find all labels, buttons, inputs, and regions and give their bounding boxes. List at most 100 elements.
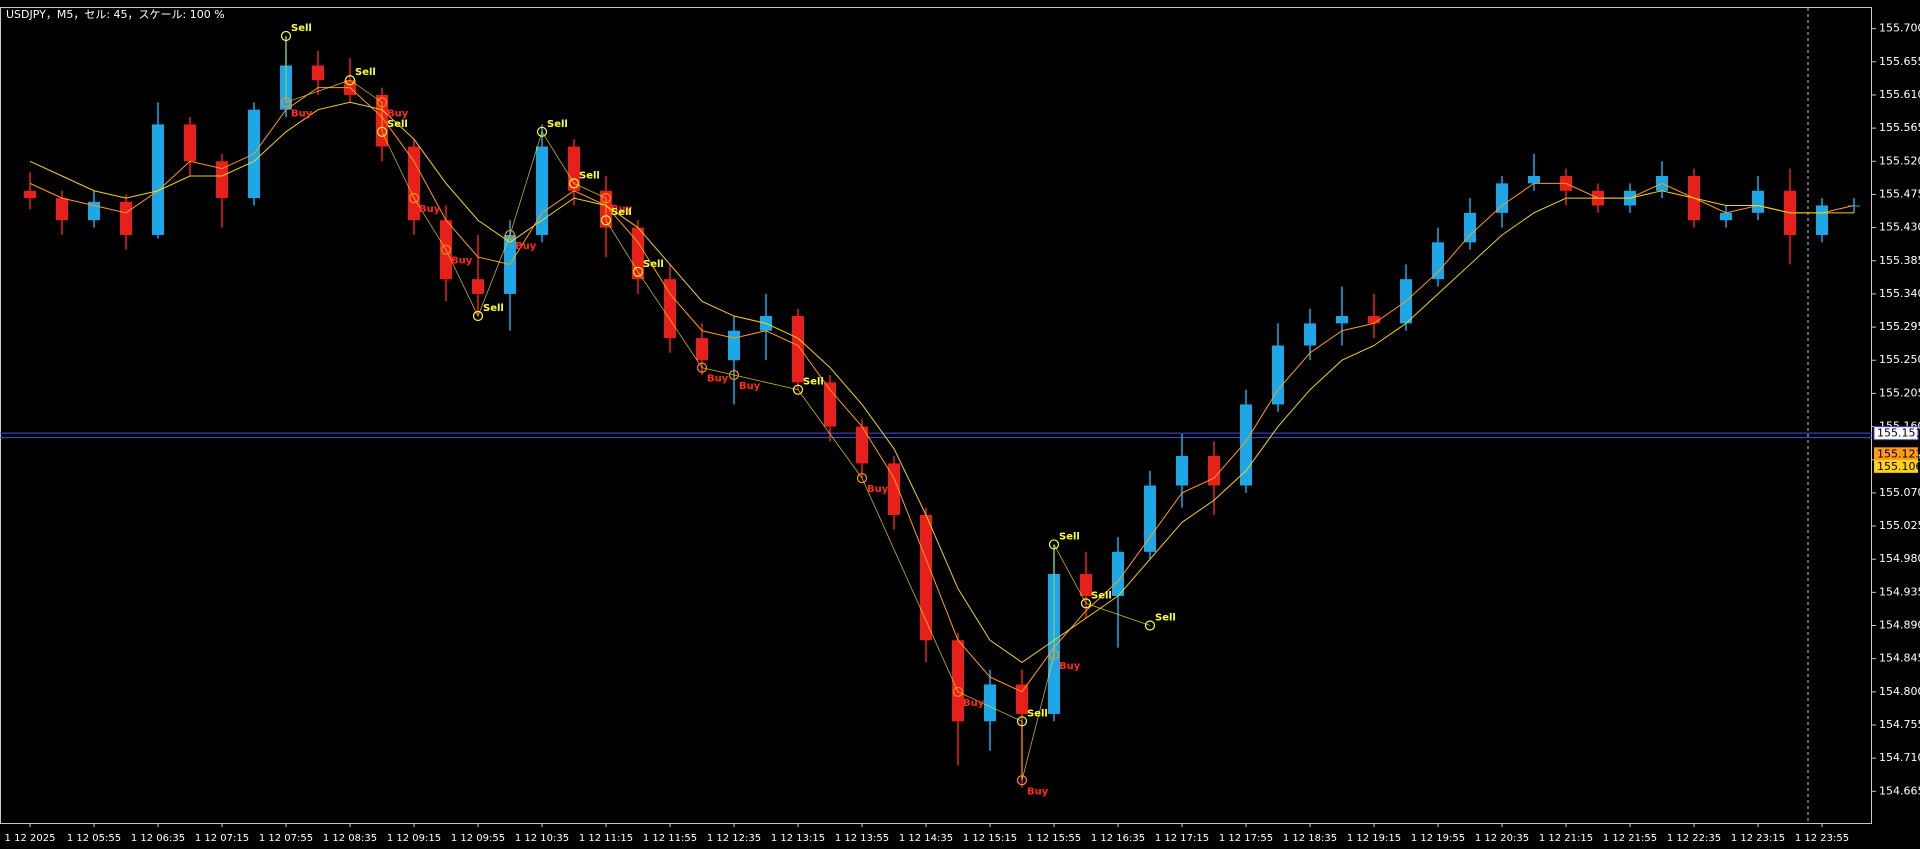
x-tick-label: 1 12 13:15: [771, 833, 825, 844]
signal-label: Buy: [707, 374, 729, 385]
y-tick-label: 155.655: [1879, 55, 1920, 68]
candle-body: [920, 514, 932, 641]
signal-marker: [1016, 716, 1028, 727]
y-tick-label: 155.340: [1879, 287, 1920, 300]
signal-label: Buy: [611, 204, 633, 215]
x-tick-label: 1 12 22:35: [1667, 833, 1721, 844]
candle-body: [1432, 242, 1444, 280]
candle-body: [56, 198, 68, 221]
signal-marker: [600, 215, 612, 226]
signal-marker: [472, 310, 484, 322]
y-tick-label: 155.565: [1879, 121, 1920, 134]
x-tick-label: 1 12 06:35: [131, 833, 185, 844]
x-tick-label: 1 12 21:15: [1539, 833, 1593, 844]
x-tick-label: 1 12 10:35: [515, 833, 569, 844]
candle-body: [1304, 323, 1316, 346]
candle-body: [184, 124, 196, 162]
x-tick-label: 1 12 2025: [5, 833, 56, 844]
candle-body: [696, 338, 708, 361]
candle-body: [312, 65, 324, 81]
signal-label: Sell: [355, 67, 376, 78]
signal-label: Buy: [419, 204, 441, 215]
x-tick-label: 1 12 15:15: [963, 833, 1017, 844]
signal-label: Sell: [1027, 708, 1048, 719]
signal-label: Buy: [451, 256, 473, 267]
signal-marker: [728, 369, 740, 381]
signal-marker: [696, 362, 708, 373]
y-tick-label: 155.475: [1879, 187, 1920, 200]
signal-label: Sell: [1155, 613, 1176, 624]
x-tick-label: 1 12 23:15: [1731, 833, 1785, 844]
signal-label: Sell: [1091, 590, 1112, 601]
y-tick-label: 155.700: [1879, 22, 1920, 35]
x-tick-label: 1 12 15:55: [1027, 833, 1081, 844]
signal-label: Buy: [739, 381, 761, 392]
candle-body: [1208, 456, 1220, 486]
x-tick-label: 1 12 17:55: [1219, 833, 1273, 844]
signal-label: Sell: [547, 119, 568, 130]
y-tick-label: 155.520: [1879, 154, 1920, 167]
signal-label: Sell: [611, 207, 632, 218]
candle-body: [216, 161, 228, 199]
y-tick-label: 155.070: [1879, 486, 1920, 499]
signal-label: Buy: [1059, 661, 1081, 672]
y-tick-label: 154.755: [1879, 718, 1920, 731]
signal-label: Sell: [803, 377, 824, 388]
y-tick-label: 154.845: [1879, 652, 1920, 665]
signal-label: Buy: [387, 108, 409, 119]
x-tick-label: 1 12 21:55: [1603, 833, 1657, 844]
candle-body: [664, 279, 676, 339]
signal-label: Sell: [643, 259, 664, 270]
candle-body: [1176, 456, 1188, 486]
price-label-box: [1874, 447, 1918, 461]
price-label-box: [1874, 459, 1918, 473]
signal-marker: [1016, 775, 1028, 786]
signal-label: Buy: [963, 698, 985, 709]
signal-label: Buy: [515, 241, 537, 252]
signal-marker: [504, 229, 516, 241]
price-label: 155.106: [1877, 460, 1920, 473]
signal-marker: [280, 30, 292, 42]
candle-body: [472, 279, 484, 294]
signal-marker: [600, 193, 612, 204]
x-tick-label: 1 12 11:55: [643, 833, 697, 844]
candle-body: [1240, 404, 1252, 486]
candle-body: [888, 463, 900, 515]
plot-frame: [0, 7, 1872, 824]
candle-body: [952, 640, 964, 722]
signal-marker: [952, 686, 964, 697]
x-tick-label: 1 12 07:55: [259, 833, 313, 844]
y-tick-label: 155.430: [1879, 221, 1920, 234]
signal-marker: [856, 473, 868, 484]
signal-marker: [408, 193, 420, 204]
x-tick-label: 1 12 19:55: [1411, 833, 1465, 844]
signal-marker: [536, 126, 548, 137]
y-tick-label: 154.710: [1879, 751, 1920, 764]
signal-marker: [1048, 649, 1060, 661]
y-tick-label: 155.385: [1879, 254, 1920, 267]
moving-average: [29, 101, 1854, 663]
signal-label: Sell: [387, 119, 408, 130]
x-tick-label: 1 12 20:35: [1475, 833, 1529, 844]
y-tick-label: 155.295: [1879, 320, 1920, 333]
y-tick-label: 155.205: [1879, 386, 1920, 399]
price-label: 155.151: [1877, 427, 1920, 440]
x-tick-label: 1 12 19:15: [1347, 833, 1401, 844]
signal-label: Buy: [1027, 786, 1049, 797]
x-tick-label: 1 12 09:55: [451, 833, 505, 844]
signal-label: Sell: [1059, 531, 1080, 542]
candle-body: [1080, 573, 1092, 597]
candle-body: [24, 190, 36, 199]
signal-marker: [440, 244, 452, 255]
candle-body: [120, 201, 132, 235]
candle-body: [1464, 212, 1476, 243]
x-tick-label: 1 12 16:35: [1091, 833, 1145, 844]
signal-marker: [344, 75, 356, 86]
y-tick-label: 154.980: [1879, 552, 1920, 565]
candle-body: [152, 124, 164, 235]
y-tick-label: 154.935: [1879, 585, 1920, 598]
signal-label: Sell: [483, 303, 504, 314]
